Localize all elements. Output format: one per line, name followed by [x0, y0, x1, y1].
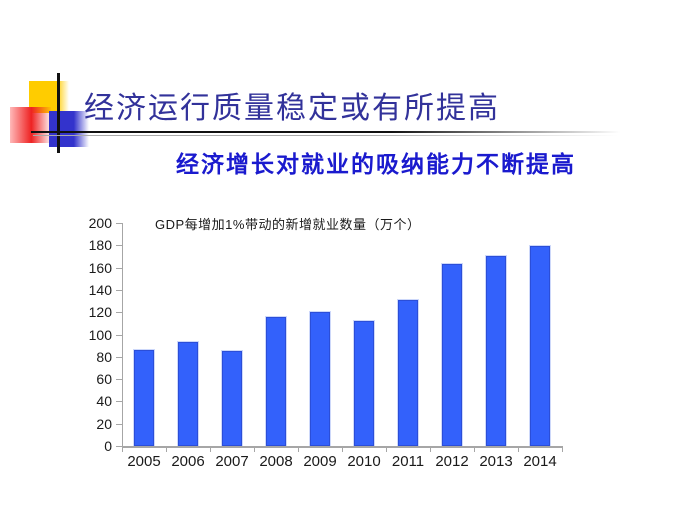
y-tick: [116, 401, 122, 403]
x-tick: [254, 446, 255, 452]
bar-2007: [222, 351, 242, 446]
bar-2006: [178, 342, 198, 446]
bar-2013: [486, 256, 506, 446]
y-tick-label: 20: [96, 415, 112, 432]
bar-2014: [530, 246, 550, 446]
x-tick: [518, 446, 519, 452]
x-tick: [386, 446, 387, 452]
bar-2005: [134, 350, 154, 446]
slide-subtitle: 经济增长对就业的吸纳能力不断提高: [176, 151, 576, 177]
y-tick: [116, 334, 122, 336]
x-tick-label: 2010: [347, 453, 381, 470]
y-tick: [116, 446, 122, 447]
y-tick-label: 80: [96, 348, 112, 365]
x-tick-label: 2014: [523, 453, 557, 470]
bar-2011: [398, 299, 418, 446]
title-underline-dark: [31, 131, 632, 133]
y-tick: [116, 379, 122, 381]
chart-title: GDP每增加1%带动的新增就业数量（万个）: [155, 217, 421, 232]
y-tick-label: 160: [88, 259, 112, 276]
x-tick-label: 2007: [215, 453, 249, 470]
x-tick-label: 2005: [127, 453, 161, 470]
x-tick: [430, 446, 431, 452]
slide-title: 经济运行质量稳定或有所提高: [84, 92, 500, 125]
y-tick-label: 60: [96, 371, 112, 388]
x-tick: [166, 446, 167, 452]
y-tick: [116, 356, 122, 358]
y-tick-label: 180: [88, 237, 112, 254]
y-tick-label: 0: [104, 438, 112, 454]
logo-red-square: [10, 107, 51, 143]
y-tick: [116, 245, 122, 247]
y-tick-label: 40: [96, 393, 112, 410]
x-tick: [562, 446, 563, 452]
y-axis-line: [122, 223, 123, 446]
y-tick: [116, 289, 122, 291]
x-tick: [342, 446, 343, 452]
y-tick: [116, 223, 122, 224]
y-tick-label: 100: [88, 326, 112, 343]
logo-vertical-line: [57, 73, 60, 153]
x-tick-label: 2006: [171, 453, 205, 470]
y-tick-label: 200: [88, 215, 112, 231]
y-tick: [116, 312, 122, 314]
x-tick: [298, 446, 299, 452]
x-tick-label: 2013: [479, 453, 513, 470]
bar-2010: [354, 321, 374, 446]
y-tick-label: 120: [88, 304, 112, 321]
bar-2009: [310, 312, 330, 446]
logo-blue-square: [49, 111, 89, 147]
x-tick: [122, 446, 123, 452]
x-tick-label: 2012: [435, 453, 469, 470]
x-tick: [474, 446, 475, 452]
title-underline-light: [33, 135, 630, 136]
x-tick-label: 2011: [391, 453, 425, 470]
y-tick: [116, 267, 122, 269]
bar-2012: [442, 264, 462, 446]
x-tick-label: 2009: [303, 453, 337, 470]
y-tick: [116, 423, 122, 425]
bar-2008: [266, 316, 286, 446]
x-tick: [210, 446, 211, 452]
y-tick-label: 140: [88, 281, 112, 298]
x-tick-label: 2008: [259, 453, 293, 470]
